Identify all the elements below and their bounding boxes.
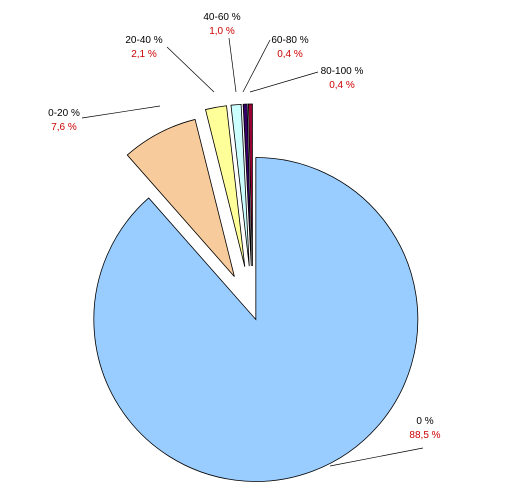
slice-category-label-2: 0-20 % (48, 108, 80, 119)
leader-line-3 (166, 46, 215, 93)
leader-line-6 (249, 71, 319, 93)
leader-line-5 (242, 39, 271, 93)
slice-value-label-2: 7,6 % (51, 122, 77, 133)
slice-category-label-5: 60-80 % (271, 35, 308, 46)
slice-value-label-1: 88,5 % (409, 430, 440, 441)
slice-labels: 0 % 88,5 % 0-20 % 7,6 % 20-40 % 2,1 % 40-60 % 1… (48, 12, 441, 441)
slice-category-label-4: 40-60 % (203, 12, 240, 23)
slice-category-label-3: 20-40 % (125, 35, 162, 46)
pie-slices (93, 103, 419, 482)
slice-value-label-6: 0,4 % (329, 80, 355, 91)
pie-slice-6 (247, 103, 253, 267)
slice-category-label-6: 80-100 % (321, 66, 364, 77)
leader-line-4 (228, 37, 237, 93)
pie-slice-4 (230, 103, 250, 267)
slice-category-label-1: 0 % (416, 416, 433, 427)
pie-slice-5 (242, 103, 252, 267)
slice-value-label-5: 0,4 % (277, 49, 303, 60)
pie-slice-2 (126, 118, 235, 277)
slice-value-label-3: 2,1 % (131, 49, 157, 60)
pie-slice-1 (93, 157, 419, 482)
leader-line-2 (81, 105, 161, 119)
slice-value-label-4: 1,0 % (209, 26, 235, 37)
pie-slice-3 (205, 105, 246, 267)
leader-lines (81, 37, 424, 467)
leader-line-1 (329, 447, 424, 467)
